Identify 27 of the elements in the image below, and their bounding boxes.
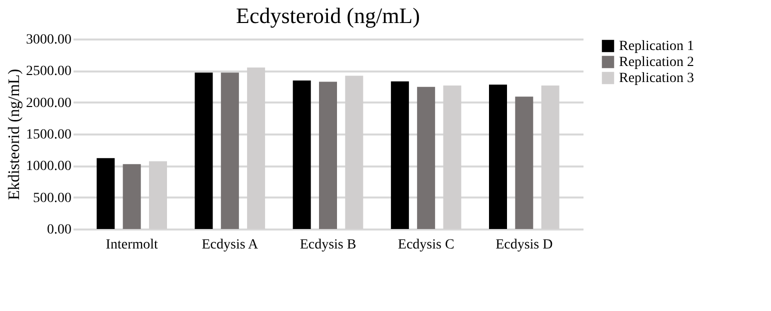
y-tick-label: 1500.00	[26, 128, 72, 142]
x-tick-label: Ecdysis D	[496, 238, 553, 252]
legend-label: Replication 3	[619, 71, 694, 86]
y-tick-label: 0.00	[47, 222, 72, 238]
bar	[489, 84, 507, 229]
y-axis-title: Ekdisteorid (ng/mL)	[6, 68, 23, 200]
x-tick-label: Ecdysis B	[300, 238, 356, 252]
legend-label: Replication 2	[619, 55, 694, 70]
bar	[122, 164, 141, 229]
y-tick-label: 500.00	[33, 190, 72, 206]
x-tick-label: Intermolt	[106, 238, 158, 252]
y-tick-label: 3000.00	[26, 32, 72, 48]
x-tick-label: Ecdysis A	[202, 238, 260, 252]
bar	[194, 72, 213, 229]
y-tick-label: 1000.00	[26, 159, 72, 174]
y-tick-label: 2000.00	[26, 96, 72, 111]
bar	[96, 158, 115, 229]
bar	[292, 80, 311, 229]
bar	[515, 96, 534, 229]
bar	[417, 86, 436, 229]
chart-title: Ecdysteroid (ng/mL)	[236, 3, 420, 28]
bar	[220, 72, 239, 229]
bar	[319, 82, 337, 229]
y-tick-label: 2500.00	[26, 64, 72, 80]
bar	[390, 81, 409, 229]
x-tick-label: Ecdysis C	[398, 238, 454, 252]
legend-label: Replication 1	[619, 39, 694, 54]
